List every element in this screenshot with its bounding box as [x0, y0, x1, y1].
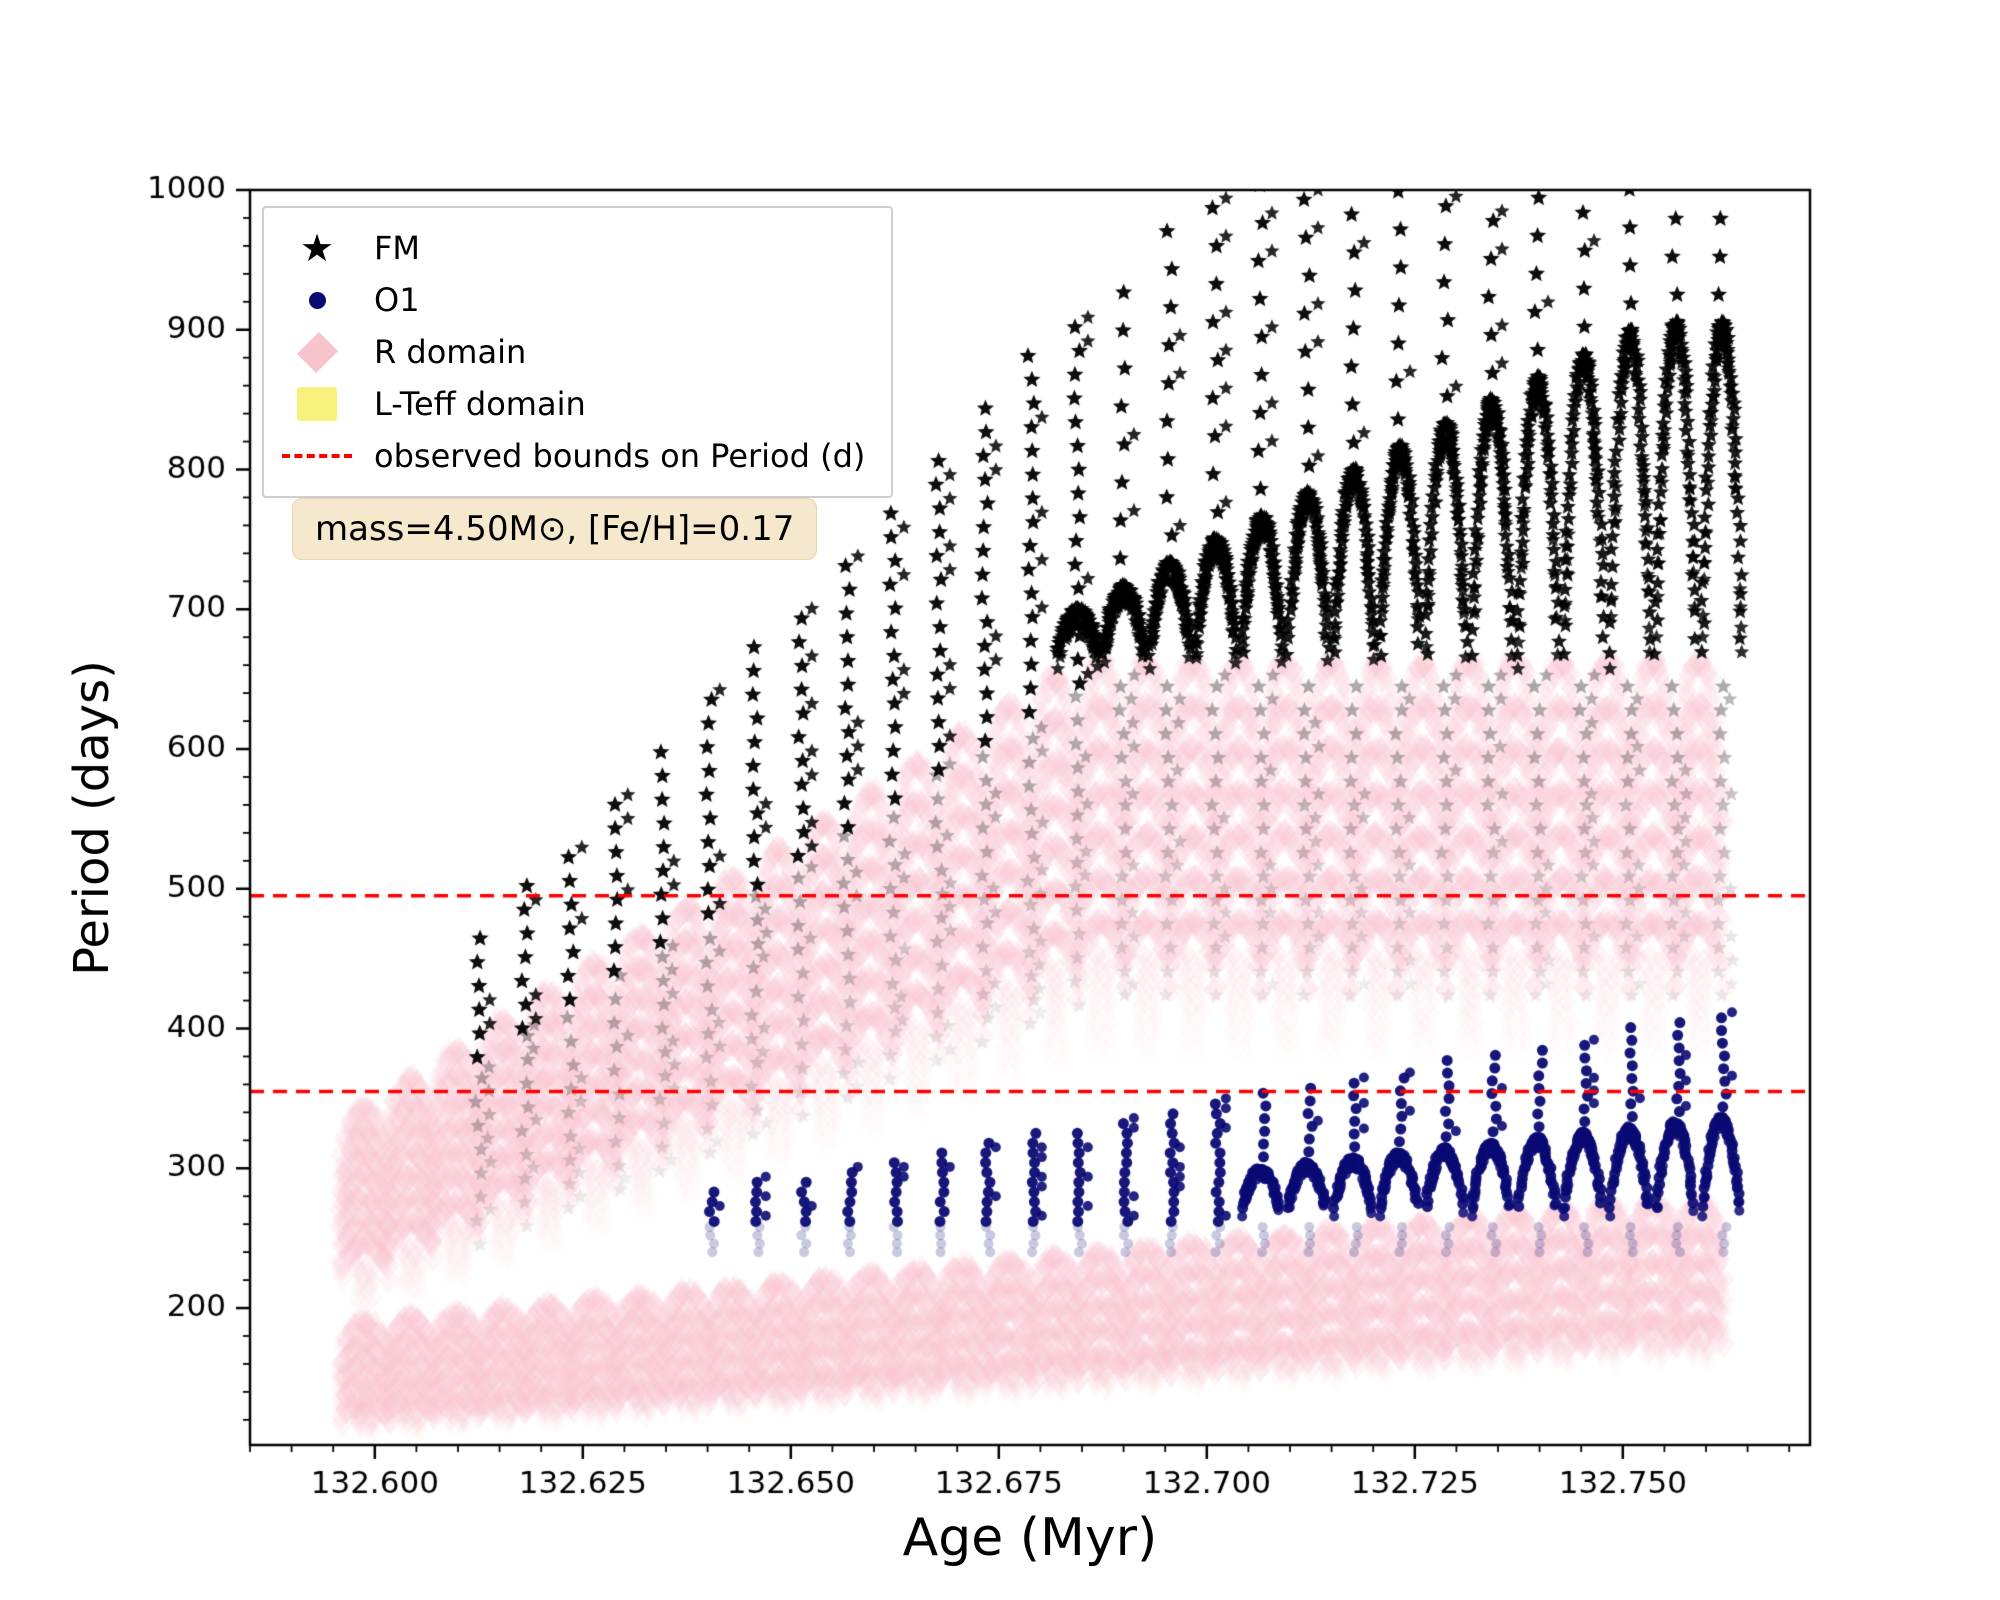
annotation-box: mass=4.50M⊙, [Fe/H]=0.17	[292, 498, 818, 560]
dashed-line-icon	[280, 454, 354, 458]
legend-label-observed-bounds: observed bounds on Period (d)	[374, 437, 866, 475]
legend-item-observed-bounds: observed bounds on Period (d)	[280, 430, 865, 482]
x-axis-label: Age (Myr)	[902, 1508, 1158, 1568]
legend-item-o1: O1	[280, 274, 865, 326]
legend: ★ FM O1 R domain L-Teff domain observed …	[262, 206, 894, 498]
y-axis-label: Period (days)	[64, 660, 120, 976]
legend-item-l-teff-domain: L-Teff domain	[280, 378, 865, 430]
legend-label-o1: O1	[374, 281, 420, 319]
legend-item-r-domain: R domain	[280, 326, 865, 378]
legend-label-l-teff-domain: L-Teff domain	[374, 385, 586, 423]
square-icon	[280, 387, 354, 421]
star-icon: ★	[299, 226, 335, 270]
legend-label-fm: FM	[374, 229, 421, 267]
diamond-icon	[280, 331, 354, 373]
dot-icon	[280, 291, 354, 309]
legend-label-r-domain: R domain	[374, 333, 527, 371]
legend-item-fm: ★ FM	[280, 222, 865, 274]
